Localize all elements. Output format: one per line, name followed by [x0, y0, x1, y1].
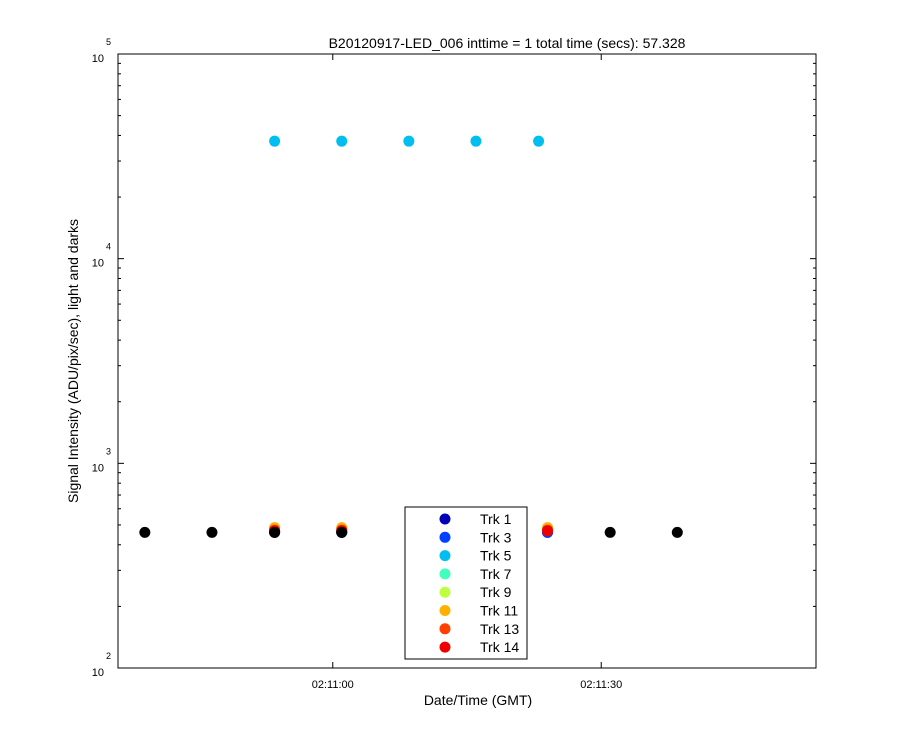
legend-marker: [439, 568, 451, 580]
y-tick-exponent: 3: [106, 446, 111, 456]
y-tick-label: 10: [92, 667, 104, 679]
data-point: [604, 526, 616, 538]
data-point: [470, 135, 482, 147]
y-axis-label: Signal Intensity (ADU/pix/sec), light an…: [65, 219, 81, 503]
data-point: [671, 526, 683, 538]
legend-marker: [439, 513, 451, 525]
legend-marker: [439, 605, 451, 616]
y-tick-exponent: 5: [106, 37, 111, 47]
legend-marker: [439, 641, 451, 653]
data-point: [533, 135, 545, 147]
legend-label: Trk 14: [480, 639, 519, 655]
x-tick-label: 02:11:00: [312, 679, 354, 691]
legend-marker: [439, 550, 451, 562]
legend-box: [404, 506, 528, 660]
chart-title: B20120917-LED_006 inttime = 1 total time…: [329, 35, 686, 51]
data-point: [336, 526, 348, 538]
y-tick-label: 10: [92, 258, 104, 270]
legend-marker: [439, 623, 451, 635]
data-point: [403, 135, 415, 147]
legend-label: Trk 9: [480, 584, 512, 600]
legend-label: Trk 13: [480, 621, 519, 637]
legend-marker: [439, 586, 451, 598]
x-axis: 02:11:00 02:11:30: [312, 54, 622, 691]
data-point: [139, 526, 151, 538]
legend-label: Trk 3: [480, 529, 512, 545]
x-axis-label: Date/Time (GMT): [424, 692, 532, 708]
data-point: [336, 135, 348, 147]
legend-label: Trk 5: [480, 548, 512, 564]
y-tick-exponent: 4: [106, 242, 111, 252]
data-point: [269, 526, 281, 538]
data-point: [206, 526, 218, 538]
y-tick-label: 10: [92, 462, 104, 474]
data-point: [269, 135, 281, 147]
x-tick-label: 02:11:30: [580, 679, 622, 691]
plot-area-frame: [117, 53, 817, 669]
y-tick-exponent: 2: [106, 651, 111, 661]
y-tick-label: 10: [92, 53, 104, 65]
legend-label: Trk 1: [480, 511, 512, 527]
data-points: [139, 135, 683, 538]
data-point: [542, 525, 554, 537]
legend-label: Trk 11: [480, 603, 518, 619]
legend-marker: [439, 531, 451, 543]
legend-label: Trk 7: [480, 566, 512, 582]
legend: Trk 1 Trk 3 Trk 5 Trk 7 Trk 9 Trk 11 Trk 13 Trk…: [404, 506, 528, 660]
